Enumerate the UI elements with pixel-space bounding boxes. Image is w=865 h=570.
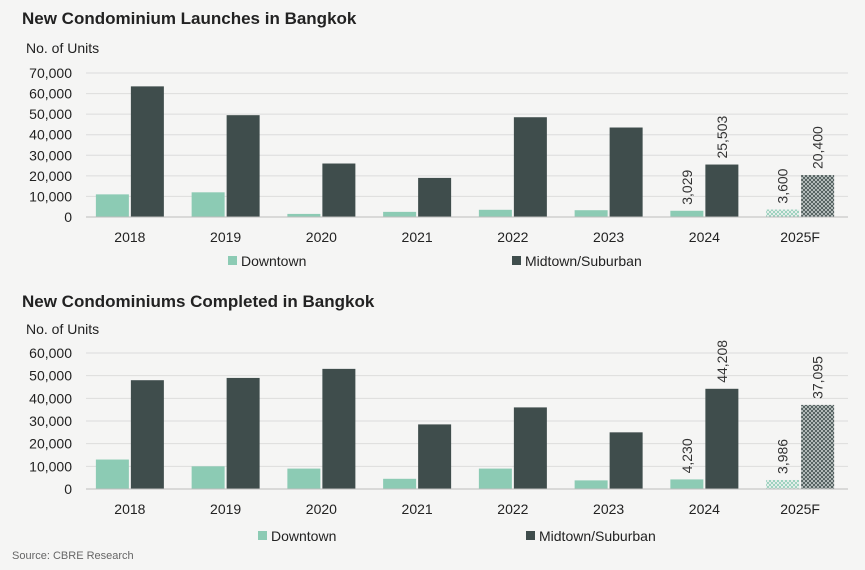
bar-midtown-2024 [705, 388, 739, 489]
x-tick-label: 2025F [780, 229, 820, 245]
bar-midtown-2021 [418, 424, 452, 489]
bar-midtown-2018 [130, 86, 164, 217]
x-tick-label: 2023 [593, 229, 624, 245]
bar-midtown-2020 [322, 163, 356, 217]
y-axis-label: No. of Units [26, 40, 99, 56]
x-tick-label: 2025F [780, 501, 820, 517]
legend-swatch-midtown [526, 531, 535, 540]
data-label: 20,400 [810, 126, 826, 169]
bar-downtown-2021 [383, 478, 417, 489]
bar-midtown-2019 [226, 115, 260, 217]
x-tick-label: 2024 [689, 229, 720, 245]
x-tick-label: 2018 [114, 229, 145, 245]
chart-title: New Condominiums Completed in Bangkok [22, 292, 375, 311]
y-tick-label: 0 [64, 481, 72, 497]
legend-label: Downtown [271, 528, 336, 544]
y-axis-label: No. of Units [26, 321, 99, 337]
bar-downtown-2022 [478, 209, 512, 217]
legend-swatch-downtown [228, 256, 237, 265]
y-tick-label: 20,000 [29, 168, 72, 184]
y-tick-label: 40,000 [29, 127, 72, 143]
bar-downtown-2018 [95, 459, 129, 489]
bar-downtown-2019 [191, 192, 225, 217]
legend: Downtown Midtown/Suburban [258, 528, 656, 544]
bar-downtown-2023 [574, 480, 608, 489]
chart-title: New Condominium Launches in Bangkok [22, 9, 357, 28]
bar-downtown-2020 [287, 468, 321, 489]
bar-midtown-2022 [513, 117, 547, 217]
bar-midtown-2023 [609, 432, 643, 489]
data-label: 44,208 [714, 340, 730, 383]
y-tick-label: 0 [64, 209, 72, 225]
y-tick-label: 50,000 [29, 368, 72, 384]
plot-area: 0 10,000 20,000 30,000 40,000 50,000 60,000 70,… [29, 65, 848, 245]
y-tick-label: 60,000 [29, 345, 72, 361]
bar-downtown-2024 [670, 479, 704, 489]
x-tick-label: 2019 [210, 501, 241, 517]
x-tick-label: 2018 [114, 501, 145, 517]
bar-downtown-2021 [383, 211, 417, 217]
y-tick-label: 10,000 [29, 458, 72, 474]
bar-downtown-2025F [766, 209, 800, 217]
y-tick-label: 30,000 [29, 147, 72, 163]
data-label: 3,986 [775, 439, 791, 474]
data-label: 25,503 [714, 116, 730, 159]
y-tick-label: 60,000 [29, 86, 72, 102]
bar-midtown-2024 [705, 164, 739, 217]
source-note: Source: CBRE Research [12, 550, 134, 562]
bar-midtown-2019 [226, 377, 260, 489]
legend-swatch-midtown [512, 256, 521, 265]
x-tick-label: 2021 [402, 501, 433, 517]
completions-chart: New Condominiums Completed in Bangkok No… [22, 292, 848, 544]
legend-label: Midtown/Suburban [539, 528, 656, 544]
y-tick-label: 10,000 [29, 188, 72, 204]
bar-downtown-2020 [287, 213, 321, 217]
data-label: 3,600 [775, 168, 791, 203]
bar-downtown-2018 [95, 194, 129, 217]
bar-downtown-2025F [766, 479, 800, 489]
x-tick-label: 2023 [593, 501, 624, 517]
legend-swatch-downtown [258, 531, 267, 540]
y-tick-label: 70,000 [29, 65, 72, 81]
bar-downtown-2022 [478, 468, 512, 489]
x-tick-label: 2022 [497, 501, 528, 517]
x-tick-label: 2019 [210, 229, 241, 245]
bar-midtown-2022 [513, 407, 547, 489]
legend: Downtown Midtown/Suburban [228, 253, 642, 269]
bar-midtown-2023 [609, 127, 643, 217]
bar-midtown-2025F [801, 175, 835, 217]
x-tick-label: 2024 [689, 501, 720, 517]
x-tick-label: 2022 [497, 229, 528, 245]
bar-midtown-2025F [801, 404, 835, 489]
legend-label: Downtown [241, 253, 306, 269]
x-tick-label: 2020 [306, 501, 337, 517]
y-tick-label: 20,000 [29, 436, 72, 452]
data-label: 4,230 [679, 438, 695, 473]
x-tick-label: 2020 [306, 229, 337, 245]
bar-downtown-2019 [191, 466, 225, 489]
data-label: 37,095 [810, 356, 826, 399]
bar-midtown-2018 [130, 380, 164, 489]
data-label: 3,029 [679, 170, 695, 205]
bar-midtown-2021 [418, 177, 452, 217]
y-tick-label: 50,000 [29, 106, 72, 122]
plot-area: 0 10,000 20,000 30,000 40,000 50,000 60,000 201… [29, 340, 848, 517]
launches-chart: New Condominium Launches in Bangkok No. … [22, 9, 848, 269]
bar-midtown-2020 [322, 368, 356, 489]
bar-downtown-2024 [670, 210, 704, 217]
y-tick-label: 40,000 [29, 390, 72, 406]
x-tick-label: 2021 [402, 229, 433, 245]
bar-downtown-2023 [574, 210, 608, 217]
legend-label: Midtown/Suburban [525, 253, 642, 269]
y-tick-label: 30,000 [29, 413, 72, 429]
